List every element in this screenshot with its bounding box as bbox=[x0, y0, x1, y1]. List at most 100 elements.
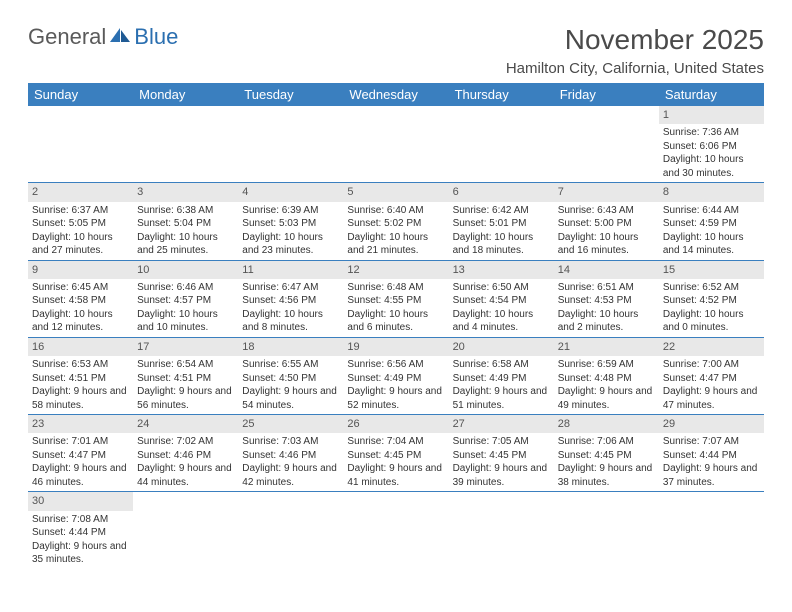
day-details: Sunrise: 6:43 AMSunset: 5:00 PMDaylight:… bbox=[554, 202, 659, 260]
calendar-day-cell: 17Sunrise: 6:54 AMSunset: 4:51 PMDayligh… bbox=[133, 337, 238, 414]
calendar-day-cell: 10Sunrise: 6:46 AMSunset: 4:57 PMDayligh… bbox=[133, 260, 238, 337]
calendar-day-cell: 15Sunrise: 6:52 AMSunset: 4:52 PMDayligh… bbox=[659, 260, 764, 337]
day-details: Sunrise: 7:03 AMSunset: 4:46 PMDaylight:… bbox=[238, 433, 343, 491]
day-number: 15 bbox=[659, 261, 764, 279]
calendar-week-row: 23Sunrise: 7:01 AMSunset: 4:47 PMDayligh… bbox=[28, 415, 764, 492]
calendar-day-cell: 13Sunrise: 6:50 AMSunset: 4:54 PMDayligh… bbox=[449, 260, 554, 337]
day-details: Sunrise: 6:55 AMSunset: 4:50 PMDaylight:… bbox=[238, 356, 343, 414]
calendar-day-cell bbox=[133, 492, 238, 569]
day-number: 27 bbox=[449, 415, 554, 433]
day-number: 4 bbox=[238, 183, 343, 201]
calendar-day-cell bbox=[238, 492, 343, 569]
calendar-day-cell: 29Sunrise: 7:07 AMSunset: 4:44 PMDayligh… bbox=[659, 415, 764, 492]
day-details: Sunrise: 7:04 AMSunset: 4:45 PMDaylight:… bbox=[343, 433, 448, 491]
day-number: 24 bbox=[133, 415, 238, 433]
calendar-day-cell: 25Sunrise: 7:03 AMSunset: 4:46 PMDayligh… bbox=[238, 415, 343, 492]
calendar-day-cell: 4Sunrise: 6:39 AMSunset: 5:03 PMDaylight… bbox=[238, 183, 343, 260]
calendar-week-row: 9Sunrise: 6:45 AMSunset: 4:58 PMDaylight… bbox=[28, 260, 764, 337]
weekday-header: Sunday bbox=[28, 83, 133, 106]
day-details: Sunrise: 6:48 AMSunset: 4:55 PMDaylight:… bbox=[343, 279, 448, 337]
calendar-week-row: 2Sunrise: 6:37 AMSunset: 5:05 PMDaylight… bbox=[28, 183, 764, 260]
day-number: 20 bbox=[449, 338, 554, 356]
day-number: 8 bbox=[659, 183, 764, 201]
day-number: 21 bbox=[554, 338, 659, 356]
day-details: Sunrise: 6:53 AMSunset: 4:51 PMDaylight:… bbox=[28, 356, 133, 414]
day-details: Sunrise: 6:45 AMSunset: 4:58 PMDaylight:… bbox=[28, 279, 133, 337]
day-details: Sunrise: 6:42 AMSunset: 5:01 PMDaylight:… bbox=[449, 202, 554, 260]
day-details: Sunrise: 6:46 AMSunset: 4:57 PMDaylight:… bbox=[133, 279, 238, 337]
day-number: 16 bbox=[28, 338, 133, 356]
day-details: Sunrise: 6:56 AMSunset: 4:49 PMDaylight:… bbox=[343, 356, 448, 414]
day-details: Sunrise: 7:02 AMSunset: 4:46 PMDaylight:… bbox=[133, 433, 238, 491]
weekday-header: Monday bbox=[133, 83, 238, 106]
logo-text-blue: Blue bbox=[134, 24, 178, 50]
day-details: Sunrise: 7:08 AMSunset: 4:44 PMDaylight:… bbox=[28, 511, 133, 569]
calendar-body: 1Sunrise: 7:36 AMSunset: 6:06 PMDaylight… bbox=[28, 106, 764, 569]
calendar-day-cell: 1Sunrise: 7:36 AMSunset: 6:06 PMDaylight… bbox=[659, 106, 764, 183]
calendar-day-cell: 23Sunrise: 7:01 AMSunset: 4:47 PMDayligh… bbox=[28, 415, 133, 492]
calendar-day-cell bbox=[133, 106, 238, 183]
day-details: Sunrise: 7:00 AMSunset: 4:47 PMDaylight:… bbox=[659, 356, 764, 414]
calendar-week-row: 16Sunrise: 6:53 AMSunset: 4:51 PMDayligh… bbox=[28, 337, 764, 414]
calendar-day-cell: 26Sunrise: 7:04 AMSunset: 4:45 PMDayligh… bbox=[343, 415, 448, 492]
day-details: Sunrise: 7:06 AMSunset: 4:45 PMDaylight:… bbox=[554, 433, 659, 491]
day-number: 11 bbox=[238, 261, 343, 279]
calendar-day-cell bbox=[343, 492, 448, 569]
month-title: November 2025 bbox=[506, 24, 764, 56]
day-details: Sunrise: 6:40 AMSunset: 5:02 PMDaylight:… bbox=[343, 202, 448, 260]
day-number: 14 bbox=[554, 261, 659, 279]
calendar-day-cell: 14Sunrise: 6:51 AMSunset: 4:53 PMDayligh… bbox=[554, 260, 659, 337]
weekday-header: Thursday bbox=[449, 83, 554, 106]
calendar-day-cell: 30Sunrise: 7:08 AMSunset: 4:44 PMDayligh… bbox=[28, 492, 133, 569]
day-details: Sunrise: 7:05 AMSunset: 4:45 PMDaylight:… bbox=[449, 433, 554, 491]
calendar-day-cell: 11Sunrise: 6:47 AMSunset: 4:56 PMDayligh… bbox=[238, 260, 343, 337]
calendar-day-cell: 3Sunrise: 6:38 AMSunset: 5:04 PMDaylight… bbox=[133, 183, 238, 260]
day-number: 25 bbox=[238, 415, 343, 433]
day-number: 9 bbox=[28, 261, 133, 279]
calendar-day-cell: 22Sunrise: 7:00 AMSunset: 4:47 PMDayligh… bbox=[659, 337, 764, 414]
day-details: Sunrise: 6:44 AMSunset: 4:59 PMDaylight:… bbox=[659, 202, 764, 260]
day-details: Sunrise: 6:54 AMSunset: 4:51 PMDaylight:… bbox=[133, 356, 238, 414]
header: General Blue November 2025 Hamilton City… bbox=[28, 24, 764, 77]
day-details: Sunrise: 6:38 AMSunset: 5:04 PMDaylight:… bbox=[133, 202, 238, 260]
calendar-day-cell bbox=[238, 106, 343, 183]
day-number: 3 bbox=[133, 183, 238, 201]
weekday-header: Saturday bbox=[659, 83, 764, 106]
calendar-day-cell: 2Sunrise: 6:37 AMSunset: 5:05 PMDaylight… bbox=[28, 183, 133, 260]
day-details: Sunrise: 6:58 AMSunset: 4:49 PMDaylight:… bbox=[449, 356, 554, 414]
day-number: 1 bbox=[659, 106, 764, 124]
day-details: Sunrise: 7:07 AMSunset: 4:44 PMDaylight:… bbox=[659, 433, 764, 491]
calendar-day-cell: 16Sunrise: 6:53 AMSunset: 4:51 PMDayligh… bbox=[28, 337, 133, 414]
logo-text-general: General bbox=[28, 24, 106, 50]
day-number: 19 bbox=[343, 338, 448, 356]
day-number: 2 bbox=[28, 183, 133, 201]
weekday-header: Tuesday bbox=[238, 83, 343, 106]
day-number: 5 bbox=[343, 183, 448, 201]
day-number: 13 bbox=[449, 261, 554, 279]
day-number: 12 bbox=[343, 261, 448, 279]
calendar-day-cell: 8Sunrise: 6:44 AMSunset: 4:59 PMDaylight… bbox=[659, 183, 764, 260]
weekday-header: Wednesday bbox=[343, 83, 448, 106]
calendar-day-cell: 18Sunrise: 6:55 AMSunset: 4:50 PMDayligh… bbox=[238, 337, 343, 414]
day-details: Sunrise: 6:51 AMSunset: 4:53 PMDaylight:… bbox=[554, 279, 659, 337]
calendar-day-cell: 12Sunrise: 6:48 AMSunset: 4:55 PMDayligh… bbox=[343, 260, 448, 337]
title-block: November 2025 Hamilton City, California,… bbox=[506, 24, 764, 77]
sail-icon bbox=[108, 24, 132, 50]
calendar-day-cell bbox=[554, 492, 659, 569]
day-number: 23 bbox=[28, 415, 133, 433]
day-number: 28 bbox=[554, 415, 659, 433]
day-details: Sunrise: 6:52 AMSunset: 4:52 PMDaylight:… bbox=[659, 279, 764, 337]
calendar-week-row: 30Sunrise: 7:08 AMSunset: 4:44 PMDayligh… bbox=[28, 492, 764, 569]
calendar-day-cell: 20Sunrise: 6:58 AMSunset: 4:49 PMDayligh… bbox=[449, 337, 554, 414]
day-number: 10 bbox=[133, 261, 238, 279]
calendar-day-cell bbox=[449, 492, 554, 569]
day-details: Sunrise: 6:39 AMSunset: 5:03 PMDaylight:… bbox=[238, 202, 343, 260]
calendar-day-cell bbox=[554, 106, 659, 183]
calendar-day-cell: 21Sunrise: 6:59 AMSunset: 4:48 PMDayligh… bbox=[554, 337, 659, 414]
day-number: 6 bbox=[449, 183, 554, 201]
day-details: Sunrise: 7:36 AMSunset: 6:06 PMDaylight:… bbox=[659, 124, 764, 182]
location-text: Hamilton City, California, United States bbox=[506, 60, 764, 77]
calendar-page: General Blue November 2025 Hamilton City… bbox=[0, 0, 792, 593]
day-details: Sunrise: 6:37 AMSunset: 5:05 PMDaylight:… bbox=[28, 202, 133, 260]
weekday-header: Friday bbox=[554, 83, 659, 106]
